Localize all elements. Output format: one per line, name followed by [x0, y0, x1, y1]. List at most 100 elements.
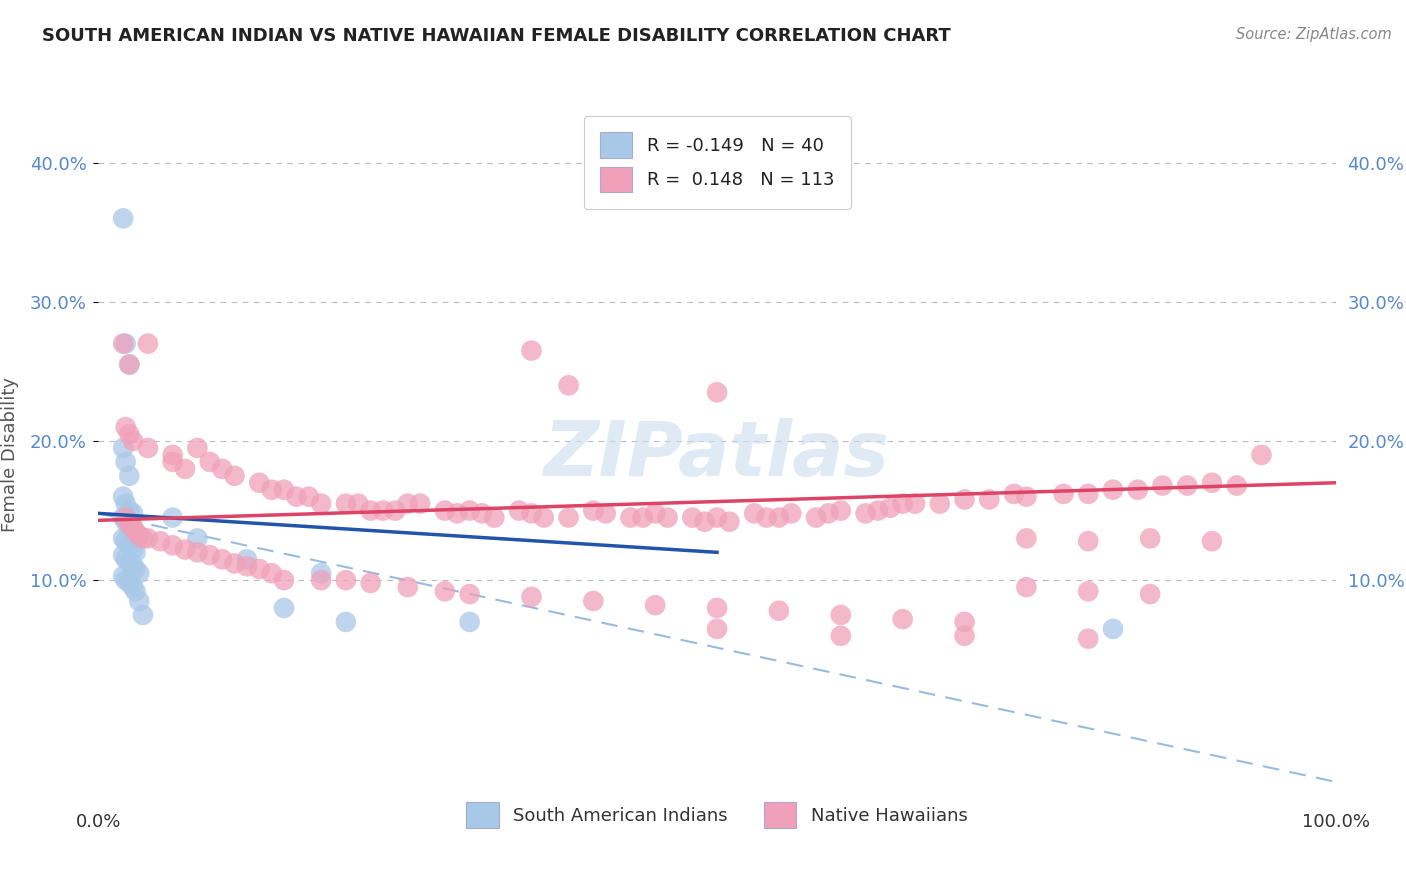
Point: [247, 562, 270, 576]
Point: [458, 587, 481, 601]
Point: [335, 497, 357, 511]
Y-axis label: Female Disability: Female Disability: [0, 377, 18, 533]
Point: [533, 510, 555, 524]
Point: [198, 455, 221, 469]
Point: [681, 510, 703, 524]
Point: [742, 507, 765, 521]
Point: [128, 566, 150, 581]
Point: [718, 515, 741, 529]
Point: [458, 615, 481, 629]
Point: [273, 573, 295, 587]
Point: [186, 532, 208, 546]
Point: [162, 510, 184, 524]
Point: [1102, 483, 1125, 497]
Point: [619, 510, 641, 524]
Point: [112, 211, 135, 226]
Point: [631, 510, 654, 524]
Point: [211, 462, 233, 476]
Point: [1077, 632, 1099, 646]
Point: [122, 542, 145, 557]
Point: [118, 557, 141, 571]
Point: [804, 510, 827, 524]
Point: [211, 552, 233, 566]
Point: [953, 492, 976, 507]
Point: [817, 507, 839, 521]
Point: [891, 612, 914, 626]
Point: [124, 524, 146, 539]
Point: [309, 573, 332, 587]
Point: [657, 510, 679, 524]
Point: [446, 507, 468, 521]
Point: [1201, 534, 1223, 549]
Point: [1077, 534, 1099, 549]
Point: [866, 503, 889, 517]
Text: SOUTH AMERICAN INDIAN VS NATIVE HAWAIIAN FEMALE DISABILITY CORRELATION CHART: SOUTH AMERICAN INDIAN VS NATIVE HAWAIIAN…: [42, 27, 950, 45]
Point: [830, 629, 852, 643]
Point: [582, 503, 605, 517]
Point: [114, 515, 136, 529]
Point: [706, 601, 728, 615]
Point: [112, 569, 135, 583]
Point: [114, 510, 136, 524]
Point: [118, 517, 141, 532]
Point: [644, 507, 666, 521]
Point: [114, 336, 136, 351]
Point: [247, 475, 270, 490]
Point: [706, 622, 728, 636]
Point: [1015, 532, 1038, 546]
Point: [1152, 478, 1174, 492]
Point: [409, 497, 432, 511]
Point: [1052, 487, 1074, 501]
Point: [273, 483, 295, 497]
Point: [879, 500, 901, 515]
Point: [520, 507, 543, 521]
Point: [1250, 448, 1272, 462]
Point: [149, 534, 172, 549]
Point: [396, 580, 419, 594]
Point: [128, 594, 150, 608]
Point: [224, 468, 246, 483]
Point: [360, 503, 382, 517]
Point: [335, 615, 357, 629]
Legend: South American Indians, Native Hawaiians: South American Indians, Native Hawaiians: [451, 788, 983, 842]
Point: [644, 598, 666, 612]
Point: [1077, 487, 1099, 501]
Point: [780, 507, 803, 521]
Point: [136, 441, 159, 455]
Point: [132, 607, 155, 622]
Point: [114, 552, 136, 566]
Point: [162, 448, 184, 462]
Point: [124, 584, 146, 599]
Point: [118, 576, 141, 591]
Point: [1102, 622, 1125, 636]
Point: [112, 441, 135, 455]
Point: [118, 358, 141, 372]
Point: [112, 336, 135, 351]
Point: [706, 385, 728, 400]
Point: [162, 538, 184, 552]
Point: [1139, 587, 1161, 601]
Point: [118, 427, 141, 442]
Point: [298, 490, 321, 504]
Point: [114, 534, 136, 549]
Point: [1126, 483, 1149, 497]
Point: [1015, 580, 1038, 594]
Point: [118, 520, 141, 534]
Point: [953, 615, 976, 629]
Point: [260, 566, 283, 581]
Point: [260, 483, 283, 497]
Point: [114, 420, 136, 434]
Point: [1226, 478, 1249, 492]
Point: [755, 510, 778, 524]
Point: [1139, 532, 1161, 546]
Point: [471, 507, 494, 521]
Point: [384, 503, 406, 517]
Point: [114, 455, 136, 469]
Point: [595, 507, 617, 521]
Text: Source: ZipAtlas.com: Source: ZipAtlas.com: [1236, 27, 1392, 42]
Point: [953, 629, 976, 643]
Point: [309, 566, 332, 581]
Point: [1015, 490, 1038, 504]
Point: [1175, 478, 1198, 492]
Point: [118, 538, 141, 552]
